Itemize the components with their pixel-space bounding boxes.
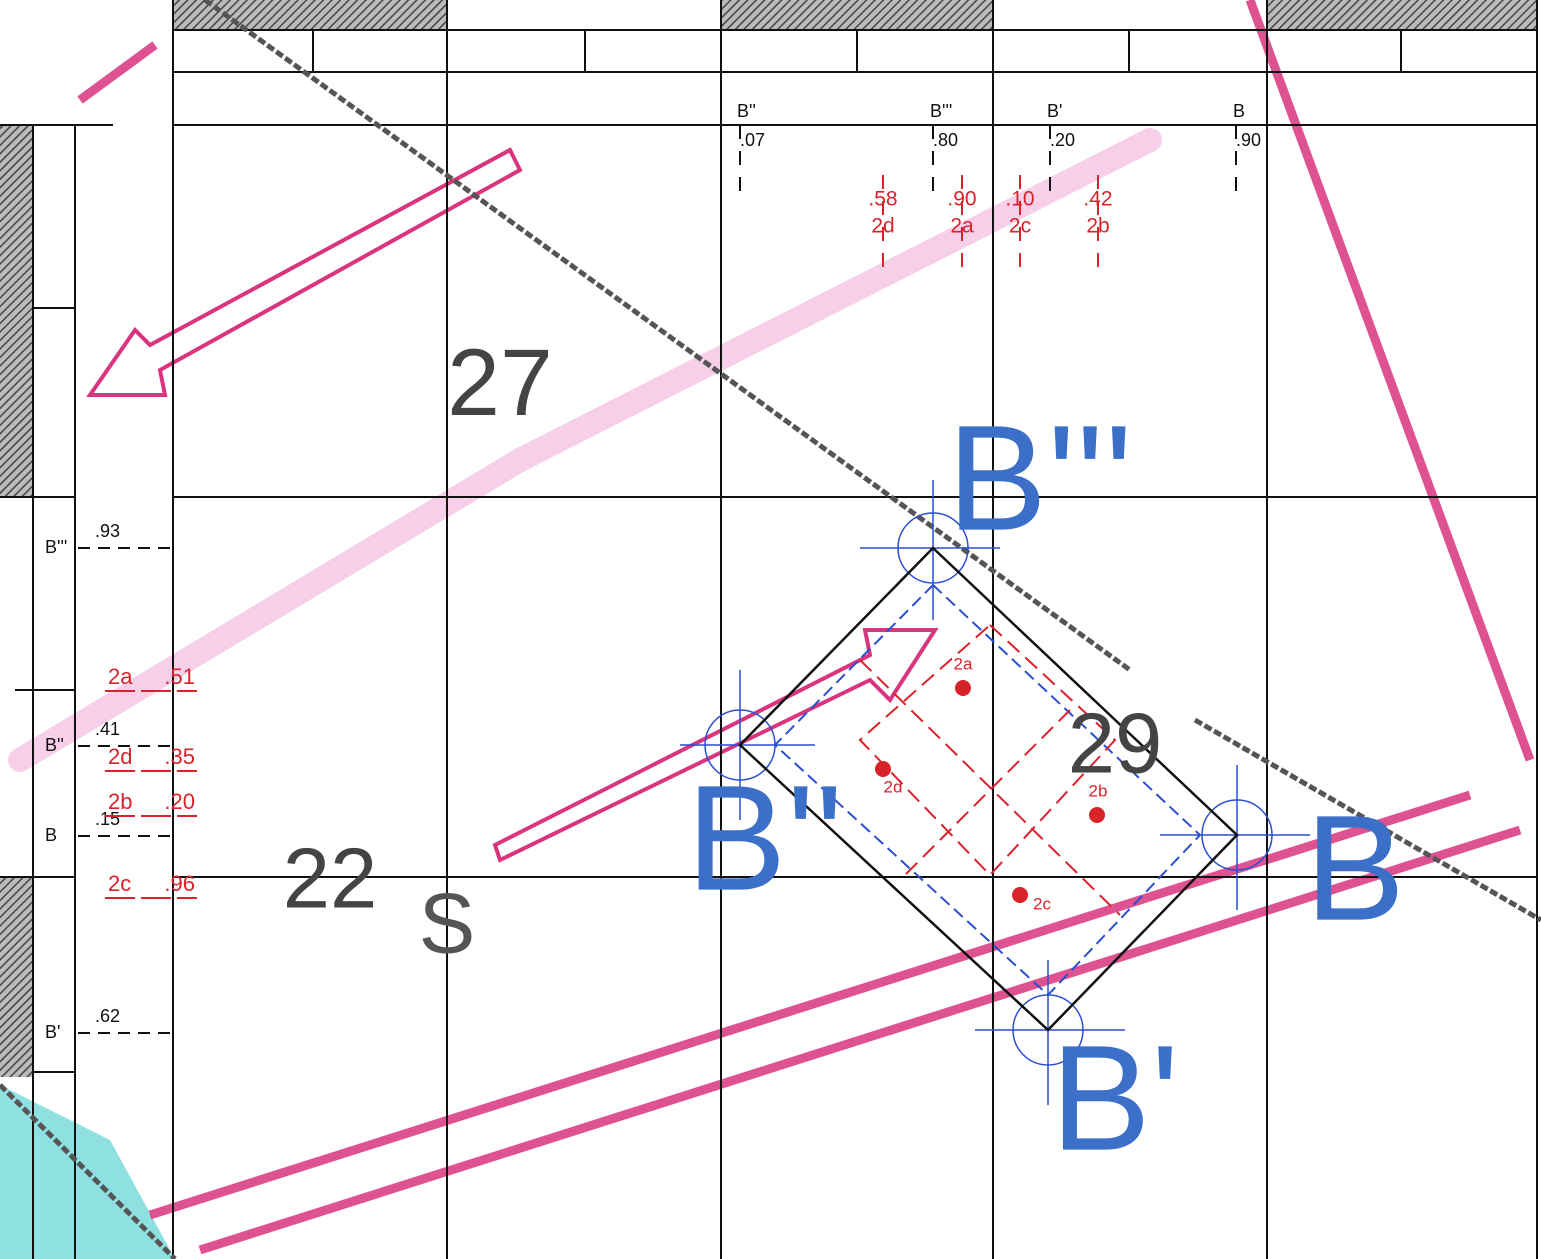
scale-label: 2d xyxy=(108,744,132,769)
point-label: 2d xyxy=(884,777,903,796)
scale-label: 2b xyxy=(108,789,132,814)
scale-fraction: .35 xyxy=(164,744,195,769)
scale-label: 2d xyxy=(871,215,894,238)
scale-label: 2c xyxy=(1009,215,1031,238)
depth-label: 29 xyxy=(1068,696,1163,791)
corner-label: B xyxy=(1305,784,1405,952)
scale-fraction: .07 xyxy=(740,130,765,150)
scale-label: 2a xyxy=(108,664,133,689)
depth-label: 22 xyxy=(283,831,378,926)
sample-point xyxy=(875,761,891,777)
scale-label: 2c xyxy=(108,871,131,896)
scale-fraction: .42 xyxy=(1083,188,1112,211)
scale-label: 2a xyxy=(950,215,974,238)
sample-point xyxy=(1089,807,1105,823)
scale-label: B' xyxy=(45,1022,60,1042)
scale-label: B''' xyxy=(930,101,952,121)
scale-fraction: .20 xyxy=(164,789,195,814)
scale-fraction: .80 xyxy=(933,130,958,150)
scale-label: B'' xyxy=(737,101,756,121)
scale-fraction: .96 xyxy=(164,871,195,896)
scale-label: B''' xyxy=(45,537,67,557)
point-label: 2b xyxy=(1089,781,1108,800)
sample-point xyxy=(955,680,971,696)
scale-fraction: .93 xyxy=(95,521,120,541)
point-label: 2a xyxy=(954,654,973,673)
scale-label: B xyxy=(45,825,57,845)
scale-fraction: .90 xyxy=(947,188,976,211)
scale-label: B'' xyxy=(45,735,64,755)
scale-label: 2b xyxy=(1086,215,1109,238)
labels: 27 22 29 S B''' B'' B B' B'' .07 B''' .80 B' .20 B .90.… xyxy=(45,101,1405,1182)
scale-label: B' xyxy=(1047,101,1062,121)
sounding-letter: S xyxy=(419,876,476,971)
scale-fraction: .20 xyxy=(1050,130,1075,150)
scale-fraction: .51 xyxy=(164,664,195,689)
corner-label: B' xyxy=(1051,1014,1180,1182)
scale-fraction: .10 xyxy=(1005,188,1034,211)
point-label: 2c xyxy=(1033,894,1051,913)
corner-label: B''' xyxy=(947,394,1133,562)
sample-point xyxy=(1012,887,1028,903)
scale-label: B xyxy=(1233,101,1245,121)
scale-fraction: .62 xyxy=(95,1006,120,1026)
scale-fraction: .58 xyxy=(868,188,897,211)
corner-label: B'' xyxy=(686,754,843,922)
scale-fraction: .41 xyxy=(95,719,120,739)
scale-fraction: .90 xyxy=(1236,130,1261,150)
scale-fraction: .15 xyxy=(95,809,120,829)
depth-label: 27 xyxy=(447,330,553,436)
